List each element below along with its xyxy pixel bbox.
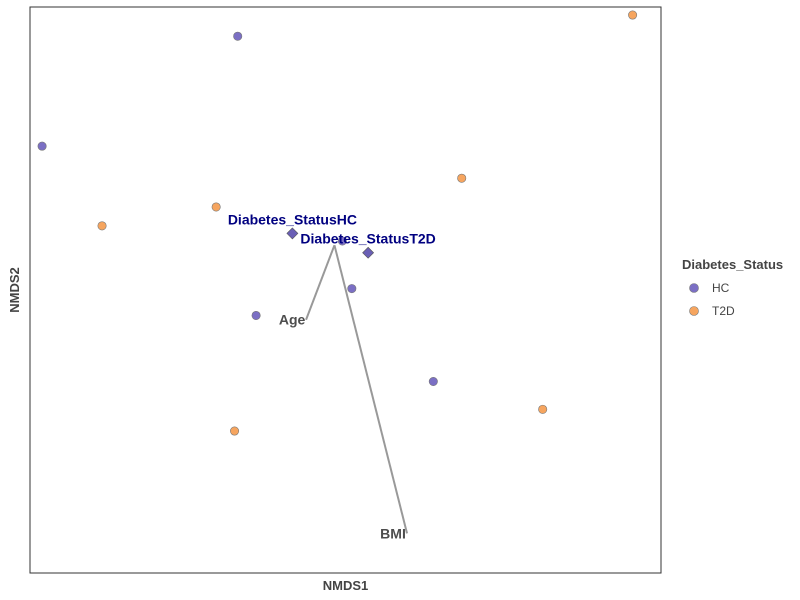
vector-label-age: Age xyxy=(279,312,306,328)
legend-label-t2d: T2D xyxy=(712,304,735,318)
point-hc-1 xyxy=(37,141,47,151)
point-hc-3 xyxy=(251,310,261,320)
legend-key-hc xyxy=(689,283,699,293)
point-hc-6 xyxy=(428,377,438,387)
point-hc-4 xyxy=(337,236,347,246)
point-t2d-3 xyxy=(230,426,240,436)
point-t2d-4 xyxy=(457,173,467,183)
point-hc-2 xyxy=(233,31,243,41)
y-axis-title: NMDS2 xyxy=(7,267,22,313)
points-layer xyxy=(37,10,638,436)
labels-layer: Age BMI Diabetes_StatusHC Diabetes_StatusT2… xyxy=(228,211,436,541)
point-t2d-6 xyxy=(628,10,638,20)
vector-label-bmi: BMI xyxy=(380,525,406,541)
point-t2d-5 xyxy=(538,404,548,414)
vector-line-age xyxy=(305,244,336,321)
centroid-label-2: Diabetes_StatusT2D xyxy=(300,231,435,247)
x-axis-title: NMDS1 xyxy=(323,578,369,593)
centroids-layer xyxy=(286,227,375,259)
centroid-marker-2 xyxy=(362,246,375,259)
centroid-label-1: Diabetes_StatusHC xyxy=(228,211,357,227)
point-hc-5 xyxy=(347,284,357,294)
point-t2d-1 xyxy=(97,221,107,231)
point-t2d-2 xyxy=(211,202,221,212)
vectors-layer xyxy=(305,244,408,534)
centroid-marker-1 xyxy=(286,227,299,240)
legend-key-t2d xyxy=(689,306,699,316)
vector-line-bmi xyxy=(333,244,408,534)
legend-title: Diabetes_Status xyxy=(682,257,783,272)
legend: Diabetes_Status HC T2D xyxy=(682,257,783,318)
legend-label-hc: HC xyxy=(712,281,730,295)
